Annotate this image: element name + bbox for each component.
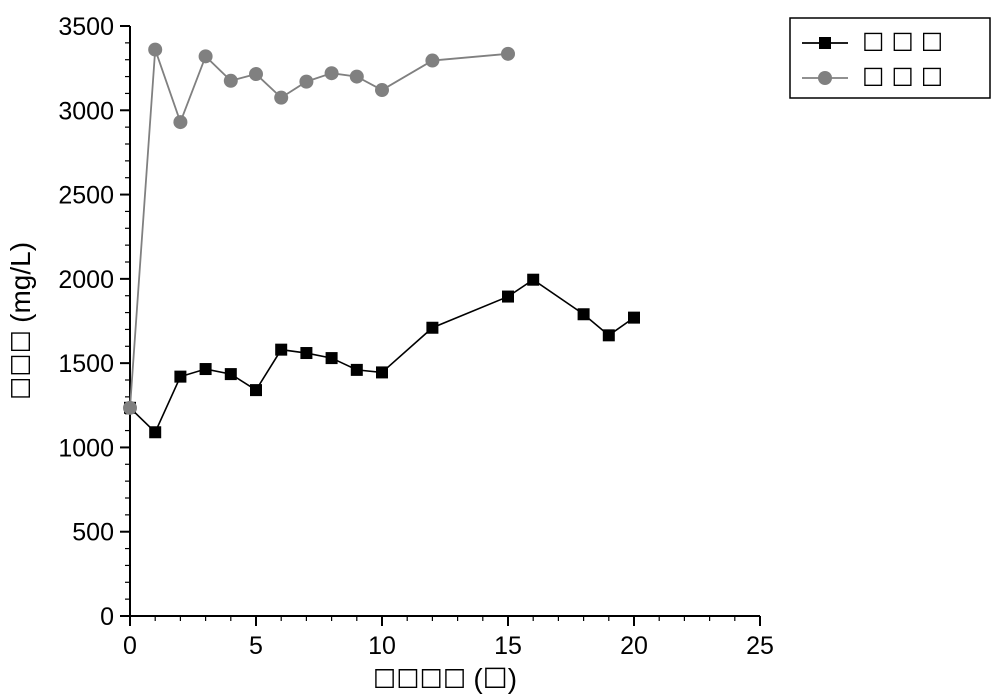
svg-text:500: 500	[72, 519, 114, 547]
svg-text:☐ ☐ ☐: ☐ ☐ ☐	[862, 64, 943, 92]
svg-text:☐☐☐☐ (☐): ☐☐☐☐ (☐)	[373, 663, 517, 694]
svg-text:10: 10	[368, 632, 396, 660]
svg-text:☐☐☐ (mg/L): ☐☐☐ (mg/L)	[5, 242, 36, 400]
svg-text:5: 5	[249, 632, 263, 660]
svg-text:☐ ☐ ☐: ☐ ☐ ☐	[862, 29, 943, 57]
svg-text:1000: 1000	[58, 434, 114, 462]
svg-text:3500: 3500	[58, 13, 114, 41]
svg-text:15: 15	[494, 632, 522, 660]
svg-text:20: 20	[620, 632, 648, 660]
svg-text:3000: 3000	[58, 97, 114, 125]
svg-text:0: 0	[100, 603, 114, 631]
svg-text:2000: 2000	[58, 266, 114, 294]
chart-container: 0 5 10 15 20 25 0 500 1000 1500 2000 2500 3000 3500 ☐☐…	[0, 0, 1000, 699]
chart-svg: 0 5 10 15 20 25 0 500 1000 1500 2000 2500 3000 3500 ☐☐…	[0, 0, 1000, 699]
svg-text:1500: 1500	[58, 350, 114, 378]
svg-text:2500: 2500	[58, 182, 114, 210]
svg-text:25: 25	[746, 632, 774, 660]
svg-text:0: 0	[123, 632, 137, 660]
